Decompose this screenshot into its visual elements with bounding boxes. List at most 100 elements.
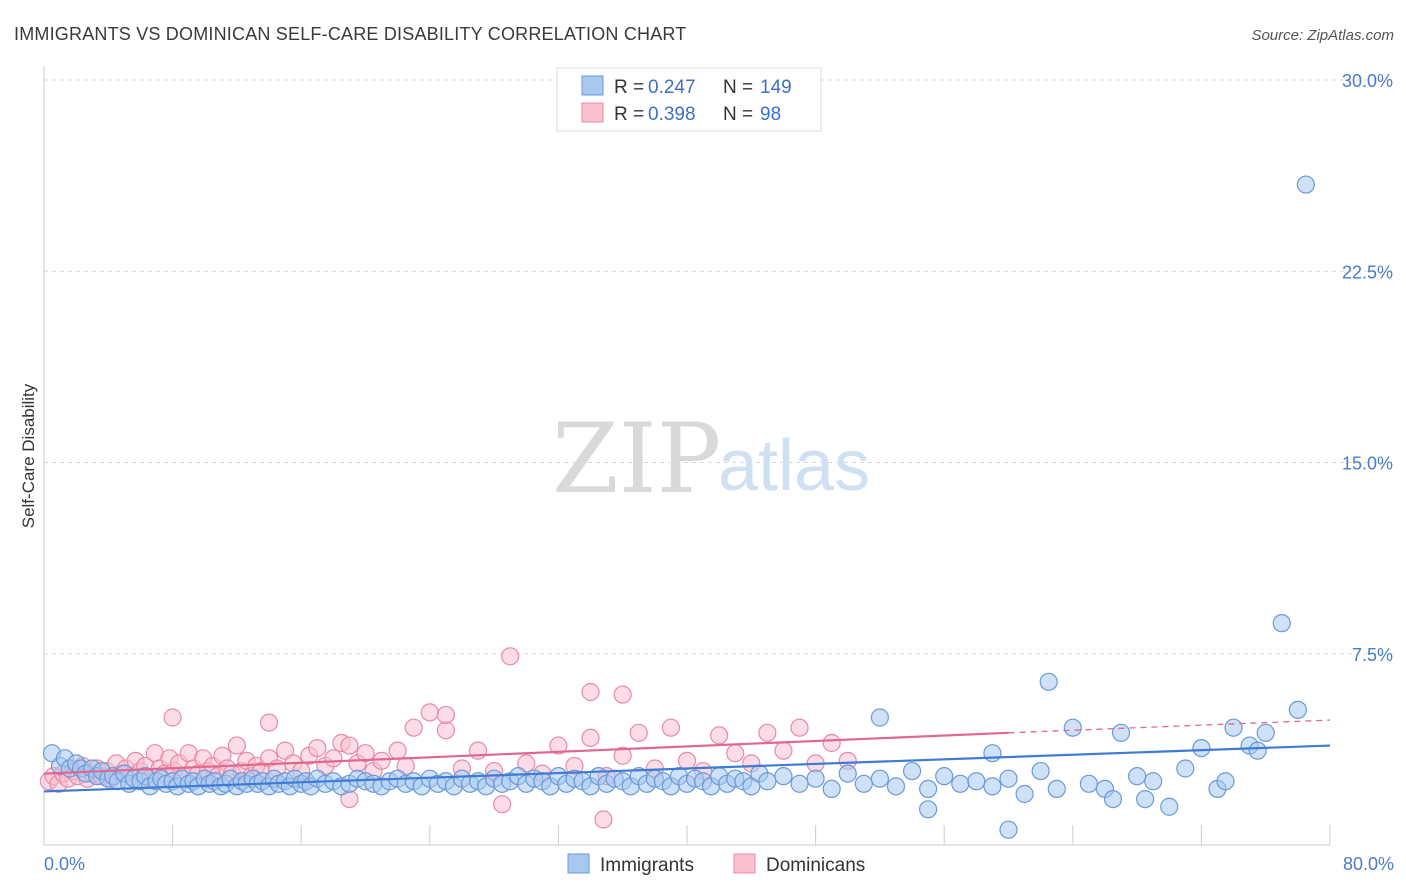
- dominicans-point: [790, 718, 809, 737]
- legend-r-value: 0.247: [648, 77, 696, 98]
- dominicans-trend-line: [43, 731, 1009, 775]
- immigrants-point: [870, 769, 890, 788]
- immigrants-point: [838, 764, 857, 783]
- chart-source: Source: ZipAtlas.com: [1251, 27, 1394, 44]
- y-tick-label: 22.5%: [1342, 262, 1393, 282]
- dominicans-point: [340, 736, 359, 755]
- x-tick-label: 80.0%: [1343, 854, 1394, 874]
- grid-lines: [44, 79, 1392, 655]
- immigrants-point: [999, 820, 1018, 839]
- immigrants-point: [951, 774, 970, 793]
- immigrants-point: [935, 767, 954, 786]
- dominicans-point: [726, 744, 745, 763]
- dominicans-point: [468, 741, 488, 760]
- immigrants-point: [1103, 789, 1123, 809]
- immigrants-point: [983, 744, 1002, 763]
- immigrants-point: [806, 769, 825, 788]
- dominicans-point: [581, 682, 600, 702]
- immigrants-point: [1176, 759, 1195, 778]
- immigrants-point: [1111, 723, 1131, 742]
- legend-swatch-dominicans: [581, 102, 604, 123]
- dominicans-point: [372, 751, 391, 770]
- trend-lines: [43, 719, 1331, 793]
- dominicans-point: [629, 723, 648, 742]
- y-tick-labels: 7.5% 15.0% 22.5% 30.0%: [1342, 71, 1393, 665]
- immigrants-point: [983, 777, 1002, 796]
- dominicans-point: [259, 713, 279, 732]
- dominicans-point: [436, 705, 455, 725]
- dominicans-point: [493, 795, 512, 814]
- immigrants-point: [1296, 175, 1315, 194]
- immigrants-point: [919, 800, 938, 819]
- legend-swatch-immigrants: [581, 75, 604, 96]
- immigrants-point: [1272, 614, 1291, 633]
- dominicans-point: [677, 751, 697, 770]
- watermark: ZIP atlas: [552, 403, 870, 515]
- legend-r-value: 0.398: [648, 104, 696, 125]
- immigrants-point: [1015, 784, 1034, 804]
- dominicans-point: [420, 703, 439, 722]
- immigrants-point: [758, 772, 777, 791]
- immigrants-point: [774, 767, 793, 786]
- legend-n-value: 149: [760, 77, 792, 98]
- immigrants-point: [967, 772, 986, 791]
- dominicans-point: [613, 746, 632, 765]
- x-tick-labels: 0.0% 80.0%: [44, 854, 1394, 874]
- dominicans-point: [774, 741, 793, 760]
- immigrants-point: [1031, 761, 1050, 781]
- immigrants-point: [1039, 672, 1058, 691]
- dominicans-point: [501, 647, 520, 666]
- bottom-legend-label: Immigrants: [600, 855, 694, 876]
- dominicans-point: [581, 728, 600, 748]
- dominicans-point: [613, 685, 632, 704]
- bottom-legend: Immigrants Dominicans: [567, 853, 865, 876]
- immigrants-point: [854, 774, 873, 793]
- immigrants-point: [1063, 718, 1082, 737]
- immigrants-point: [1288, 700, 1307, 719]
- immigrants-point: [1136, 789, 1155, 809]
- y-axis-label: Self-Care Disability: [19, 383, 38, 528]
- immigrants-point: [1216, 772, 1235, 791]
- dominicans-point: [308, 738, 327, 758]
- y-tick-label: 15.0%: [1342, 454, 1393, 474]
- immigrants-point: [1224, 718, 1243, 737]
- immigrants-point: [1248, 741, 1267, 760]
- dominicans-point: [436, 721, 455, 740]
- dominicans-point: [549, 736, 568, 755]
- legend-r-label: R =: [614, 104, 644, 125]
- watermark-zip: ZIP: [552, 403, 721, 515]
- dominicans-point: [594, 810, 613, 829]
- axes: [43, 66, 1331, 846]
- dominicans-point: [324, 749, 343, 768]
- dominicans-point: [404, 718, 423, 737]
- dominicans-point: [356, 744, 375, 763]
- immigrants-point: [999, 769, 1018, 788]
- immigrants-point: [919, 779, 938, 799]
- legend-n-label: N =: [723, 104, 753, 125]
- dominicans-trend-extension: [1008, 719, 1331, 734]
- immigrants-point: [1192, 738, 1211, 758]
- immigrants-point: [902, 761, 922, 781]
- legend-box: R = 0.247 N = 149 R = 0.398 N = 98: [556, 67, 822, 132]
- immigrants-point: [1160, 797, 1179, 816]
- immigrants-trend-line: [43, 744, 1331, 793]
- immigrants-point: [1079, 774, 1098, 793]
- dominicans-point: [388, 741, 407, 760]
- dominicans-point: [227, 736, 246, 755]
- chart-title: IMMIGRANTS VS DOMINICAN SELF-CARE DISABI…: [14, 24, 687, 44]
- bottom-legend-swatch-immigrants: [567, 853, 590, 874]
- immigrants-point: [870, 708, 890, 727]
- immigrants-point: [1047, 779, 1066, 799]
- bottom-legend-swatch-dominicans: [733, 853, 756, 874]
- immigrants-point: [1127, 767, 1147, 786]
- legend-r-label: R =: [614, 77, 644, 98]
- immigrants-point: [790, 774, 809, 793]
- dominicans-point: [758, 723, 777, 742]
- immigrants-point: [1256, 723, 1275, 742]
- dominicans-point: [163, 708, 182, 727]
- y-tick-label: 30.0%: [1342, 71, 1393, 91]
- dominicans-point: [661, 718, 681, 737]
- legend-n-value: 98: [760, 104, 781, 125]
- x-tick-label: 0.0%: [44, 854, 85, 874]
